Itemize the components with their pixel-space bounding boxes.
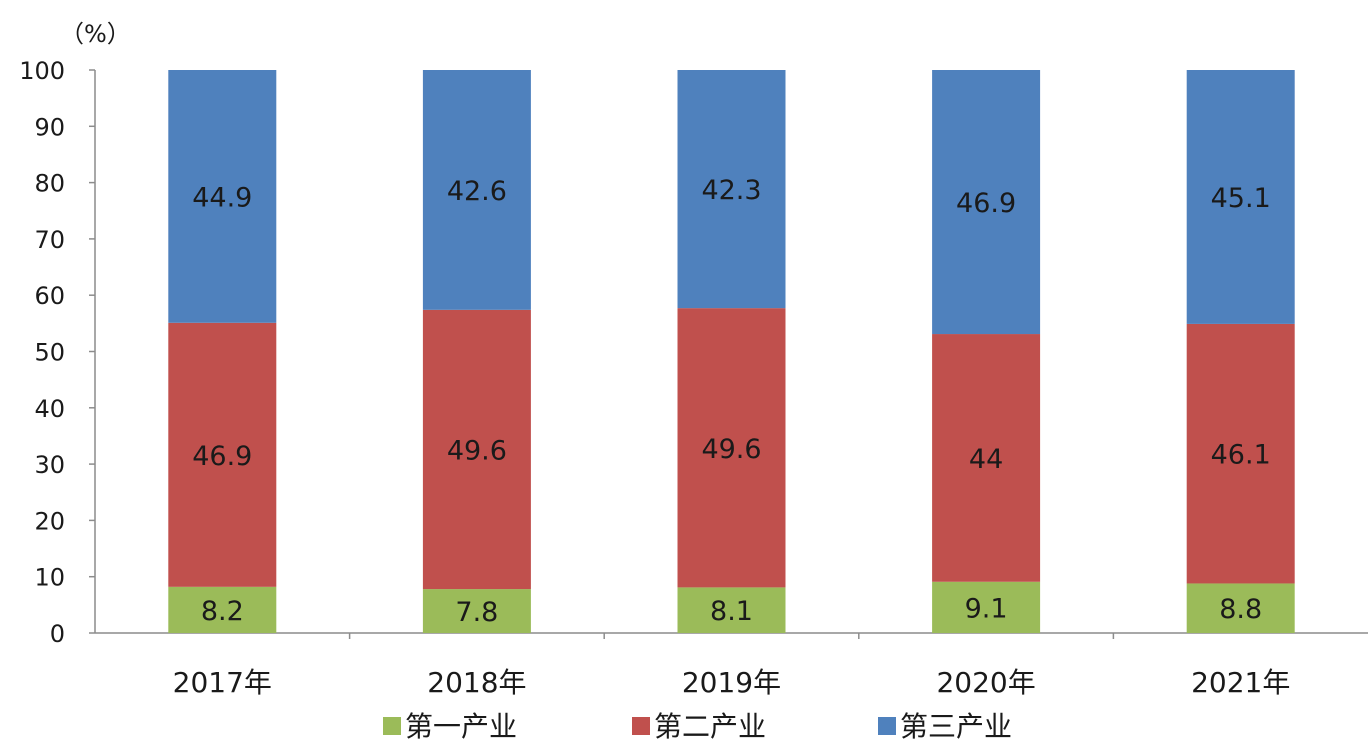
bar-segment	[677, 70, 786, 309]
legend-label: 第二产业	[654, 710, 766, 743]
y-tick-label: 70	[34, 226, 65, 254]
y-tick-label: 0	[50, 620, 65, 648]
data-label: 46.9	[192, 441, 252, 472]
bar-segment	[422, 589, 531, 633]
x-category-label: 2017年	[173, 666, 272, 699]
y-tick-label: 20	[34, 507, 65, 535]
x-category-label: 2018年	[427, 666, 526, 699]
bar-segment	[677, 587, 786, 633]
y-tick-label: 40	[34, 395, 65, 423]
bar-segment	[168, 322, 277, 587]
data-label: 49.6	[447, 435, 507, 466]
bar-segment	[422, 70, 531, 310]
x-category-label: 2019年	[682, 666, 781, 699]
y-axis-unit-label: （%）	[60, 20, 131, 48]
data-label: 46.9	[956, 188, 1016, 219]
y-tick-label: 80	[34, 170, 65, 198]
data-label: 42.3	[701, 175, 761, 206]
data-label: 44	[969, 444, 1003, 475]
data-label: 7.8	[455, 597, 498, 628]
y-tick-label: 50	[34, 339, 65, 367]
y-tick-label: 30	[34, 451, 65, 479]
x-category-label: 2020年	[936, 666, 1035, 699]
y-tick-label: 10	[34, 564, 65, 592]
y-tick-label: 60	[34, 282, 65, 310]
legend-swatch	[632, 717, 650, 735]
legend-swatch	[383, 717, 401, 735]
legend-label: 第三产业	[900, 710, 1012, 743]
bar-segment	[1186, 70, 1295, 324]
data-label: 9.1	[965, 593, 1008, 624]
x-category-label: 2021年	[1191, 666, 1290, 699]
bar-segment	[932, 70, 1041, 335]
bar-segment	[932, 581, 1041, 633]
bar-segment	[168, 586, 277, 633]
data-label: 45.1	[1211, 183, 1271, 214]
bar-segment	[1186, 583, 1295, 633]
y-tick-label: 90	[34, 113, 65, 141]
bar-segment	[1186, 323, 1295, 584]
y-tick-label: 100	[19, 57, 65, 85]
bar-segment	[422, 309, 531, 590]
data-label: 46.1	[1211, 440, 1271, 471]
data-label: 8.8	[1219, 594, 1262, 625]
bar-segment	[168, 70, 277, 323]
data-label: 8.1	[710, 596, 753, 627]
data-label: 8.2	[201, 596, 244, 627]
legend-swatch	[878, 717, 896, 735]
data-label: 42.6	[447, 176, 507, 207]
bar-segment	[677, 308, 786, 588]
data-label: 44.9	[192, 182, 252, 213]
data-label: 49.6	[701, 434, 761, 465]
legend-label: 第一产业	[405, 710, 517, 743]
bar-segment	[932, 334, 1041, 582]
